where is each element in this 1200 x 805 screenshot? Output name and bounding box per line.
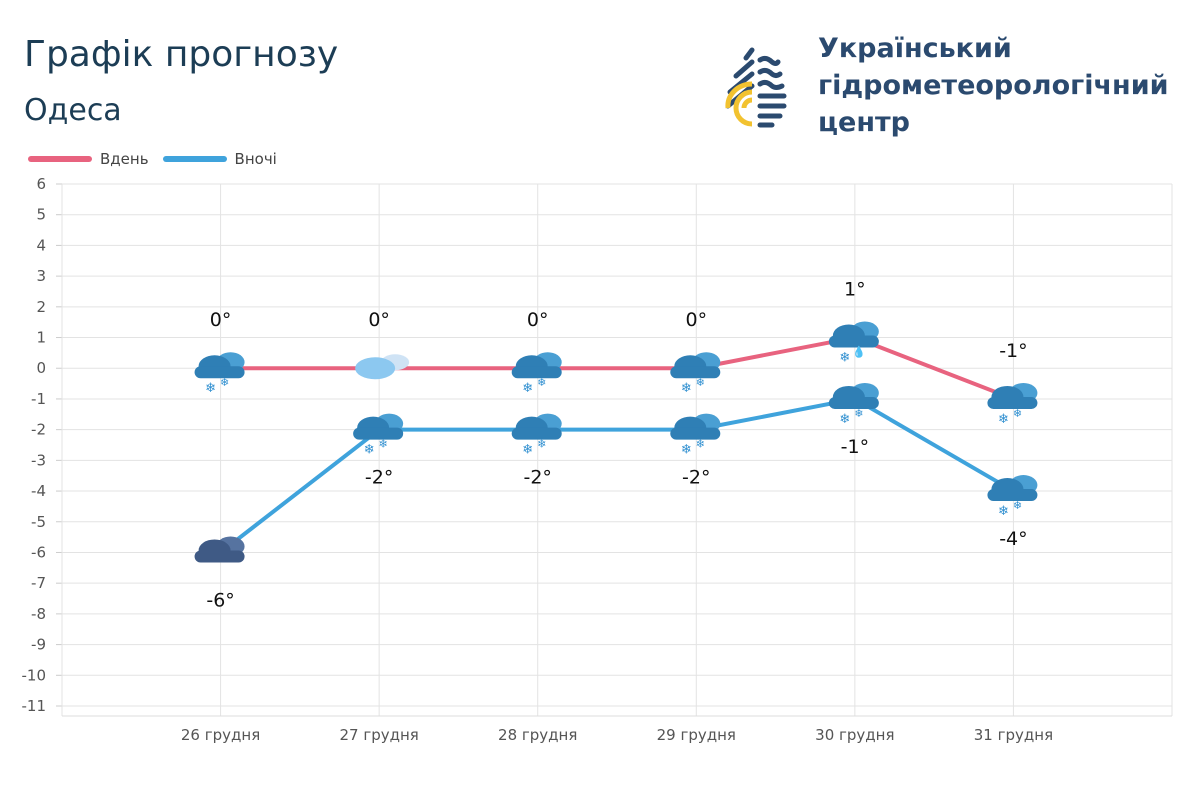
x-tick-label: 26 грудня: [181, 726, 260, 744]
data-label: 0°: [210, 309, 232, 331]
x-tick-label: 30 грудня: [815, 726, 894, 744]
snowflake: ❄: [220, 376, 229, 389]
partly-cloudy-icon: [355, 354, 410, 380]
legend-day[interactable]: Вдень: [28, 150, 149, 168]
dark-cloud-icon: [194, 536, 245, 563]
y-tick-label: 4: [36, 236, 46, 254]
y-tick-label: -6: [31, 543, 46, 561]
y-tick-label: -5: [31, 513, 46, 531]
data-label: -1°: [999, 340, 1027, 362]
cloud-shape: [355, 357, 396, 380]
y-tick-label: -11: [22, 697, 47, 715]
cloud-snow-icon: ❄ ❄: [828, 382, 879, 427]
x-tick-label: 29 грудня: [657, 726, 736, 744]
data-label: -2°: [523, 467, 551, 489]
cloud-snow-icon: ❄ ❄: [353, 413, 404, 458]
y-tick-label: 3: [36, 267, 46, 285]
snowflake: ❄: [839, 412, 850, 427]
logo-line: Український: [818, 33, 1012, 64]
y-tick-label: 0: [36, 359, 46, 377]
series-line-day: [220, 335, 1015, 401]
snowflake: ❄: [998, 504, 1009, 519]
cloud-shape: [353, 427, 404, 440]
city-name: Одеса: [24, 93, 122, 128]
cloud-shape: [987, 396, 1038, 409]
legend-swatch: [28, 156, 92, 162]
legend-night[interactable]: Вночі: [162, 150, 277, 168]
y-tick-label: 1: [36, 329, 46, 347]
legend-label: Вдень: [100, 150, 149, 168]
cloud-snow-icon: ❄ ❄: [511, 352, 562, 396]
cloud-shape: [511, 427, 562, 440]
data-label: -6°: [206, 589, 234, 611]
snowflake: ❄: [537, 376, 546, 389]
logo-line: гідрометеорологічний: [818, 70, 1169, 101]
cloud-shape: [194, 366, 245, 379]
data-label: -1°: [841, 436, 869, 458]
legend-label: Вночі: [234, 150, 277, 168]
cloud-snow-icon: ❄ ❄: [511, 413, 562, 458]
y-tick-label: -2: [31, 421, 46, 439]
y-tick-label: -8: [31, 605, 46, 623]
cloud-snow-icon: ❄ ❄: [670, 413, 721, 458]
snowflake: ❄: [364, 443, 375, 458]
y-tick-label: 5: [36, 206, 46, 224]
data-label: 1°: [844, 279, 866, 301]
snowflake: ❄: [681, 443, 692, 458]
x-tick-label: 28 грудня: [498, 726, 577, 744]
cloud-snow-icon: ❄ ❄: [987, 382, 1038, 427]
legend-swatch: [162, 156, 227, 162]
y-tick-label: 6: [36, 175, 46, 193]
snowflake: ❄: [379, 438, 388, 451]
series-line-night: [219, 396, 1015, 555]
cloud-snow-icon: ❄ ❄: [987, 475, 1038, 519]
y-tick-label: -7: [31, 574, 46, 592]
y-tick-label: -1: [31, 390, 46, 408]
data-label: 0°: [368, 309, 390, 331]
y-tick-label: -3: [31, 451, 46, 469]
snowflake: ❄: [696, 376, 705, 389]
data-label: 0°: [527, 309, 549, 331]
logo-icon: [725, 47, 787, 128]
cloud-shape: [670, 366, 721, 379]
data-label: -4°: [999, 528, 1027, 550]
data-label: -2°: [365, 467, 393, 489]
logo-line: центр: [818, 107, 910, 138]
snowflake: ❄: [537, 438, 546, 451]
y-tick-label: 2: [36, 298, 46, 316]
cloud-shape: [670, 427, 721, 440]
cloud-shape: [511, 366, 562, 379]
cloud-snow-icon: ❄ ❄: [670, 352, 721, 396]
y-tick-label: -9: [31, 636, 46, 654]
snowflake: ❄: [854, 407, 863, 420]
logo-text: Український гідрометеорологічний центр: [818, 30, 1169, 141]
y-tick-label: -10: [22, 666, 47, 684]
data-label: -2°: [682, 467, 710, 489]
snowflake: ❄: [681, 381, 692, 396]
snowflake: ❄: [1013, 407, 1022, 420]
snowflake: ❄: [1013, 499, 1022, 512]
page-title: Графік прогнозу: [24, 34, 339, 75]
cloud-snow-icon: ❄ ❄: [194, 352, 245, 396]
data-label: 0°: [685, 309, 707, 331]
snowflake: ❄: [696, 438, 705, 451]
cloud-shape: [828, 396, 879, 409]
snowflake: ❄: [522, 381, 533, 396]
x-tick-label: 27 грудня: [339, 726, 418, 744]
snowflake: ❄: [998, 412, 1009, 427]
cloud-snow-rain-icon: ❄ 💧: [828, 321, 879, 366]
legend: Вдень Вночі: [28, 150, 291, 168]
cloud-shape: [828, 335, 879, 348]
snowflake: ❄: [205, 381, 216, 396]
y-tick-label: -4: [31, 482, 46, 500]
snowflake: ❄: [522, 443, 533, 458]
snowflake: ❄: [839, 351, 850, 366]
cloud-shape: [194, 550, 245, 563]
x-tick-label: 31 грудня: [974, 726, 1053, 744]
snowflake: 💧: [852, 346, 866, 359]
cloud-shape: [987, 489, 1038, 502]
